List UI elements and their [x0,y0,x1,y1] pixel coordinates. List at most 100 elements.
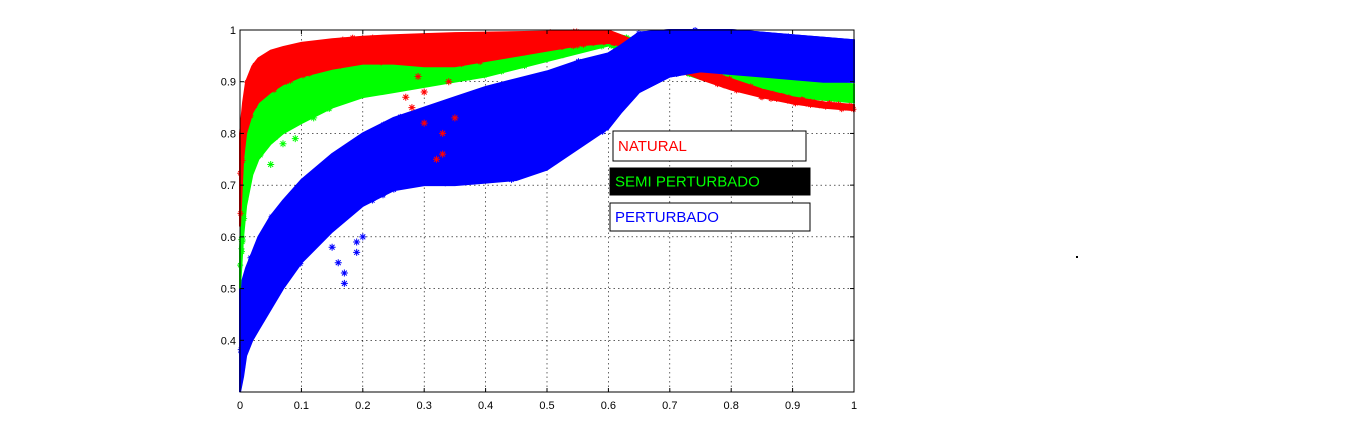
data-point [342,86,349,93]
data-point [260,72,267,79]
data-point [554,37,561,44]
data-point [275,63,282,70]
data-point [427,144,434,151]
data-point [325,161,332,168]
data-point [563,116,570,123]
legend-label: NATURAL [618,138,687,155]
data-point [362,67,369,74]
data-point [479,66,486,73]
data-point [271,66,278,73]
data-point [279,56,286,63]
data-point [420,119,428,127]
data-point [276,51,283,58]
data-point [443,44,450,51]
data-point [445,107,452,114]
data-point [541,49,548,56]
data-point [321,198,328,205]
data-point [406,47,413,54]
data-point [525,164,532,171]
data-point [549,94,556,101]
data-point [822,85,829,92]
data-point [762,74,769,81]
data-point [303,85,310,92]
data-point [461,63,468,70]
data-point [595,125,602,132]
data-point [474,42,481,49]
data-point [256,85,263,92]
data-point [419,59,426,66]
data-point [521,36,528,43]
data-point [433,151,440,158]
data-point [255,105,262,112]
data-point [412,35,419,42]
data-point [353,180,360,187]
data-point [475,65,482,72]
data-point [434,164,441,171]
data-point [527,31,534,38]
data-point [261,112,268,119]
data-point [372,53,379,60]
legend: NATURAL SEMI PERTURBADO PERTURBADO [609,130,811,232]
data-point [253,299,260,306]
data-point [586,104,593,111]
data-point [398,70,405,77]
data-point [340,163,347,170]
data-point [297,260,304,267]
data-point [378,131,385,138]
data-point [574,36,581,43]
data-point [500,85,507,92]
data-point [546,109,553,116]
data-point [771,93,778,100]
data-point [358,165,365,172]
data-point [463,74,470,81]
data-point [306,53,313,60]
data-point [381,68,388,75]
data-point [238,245,245,252]
legend-entry: PERTURBADO [609,202,811,232]
data-point [466,74,473,81]
data-point [242,167,249,174]
data-point [427,56,434,63]
data-point [547,39,554,46]
data-point [531,41,538,48]
data-point [775,80,782,87]
data-point [370,134,377,141]
data-point [585,81,592,88]
data-point [369,197,376,204]
data-point [328,169,335,176]
data-point [259,143,266,150]
data-point [365,193,372,200]
legend-label: SEMI PERTURBADO [615,174,760,191]
data-point [470,68,477,75]
data-point [553,51,560,58]
data-point [783,84,790,91]
data-point [736,84,743,91]
data-point [537,134,544,141]
data-point [404,52,411,59]
data-point [339,210,346,217]
data-point [257,152,264,159]
data-point [432,155,440,163]
data-point [825,101,832,108]
data-point [771,76,778,83]
data-point [431,34,438,41]
data-point [471,116,478,123]
data-point [247,130,254,137]
data-point [598,43,605,50]
data-point [509,174,516,181]
legend-box [609,202,811,232]
data-point [469,120,476,127]
data-point [271,105,278,112]
data-point [755,90,762,97]
data-point [597,107,604,114]
data-point [590,40,597,47]
data-point [339,160,346,167]
data-point [310,114,318,122]
data-point [249,151,256,158]
data-point [591,110,598,117]
data-point [315,210,322,217]
data-point [477,58,484,65]
data-point [601,117,608,124]
data-point [476,93,483,100]
data-point [324,200,331,207]
